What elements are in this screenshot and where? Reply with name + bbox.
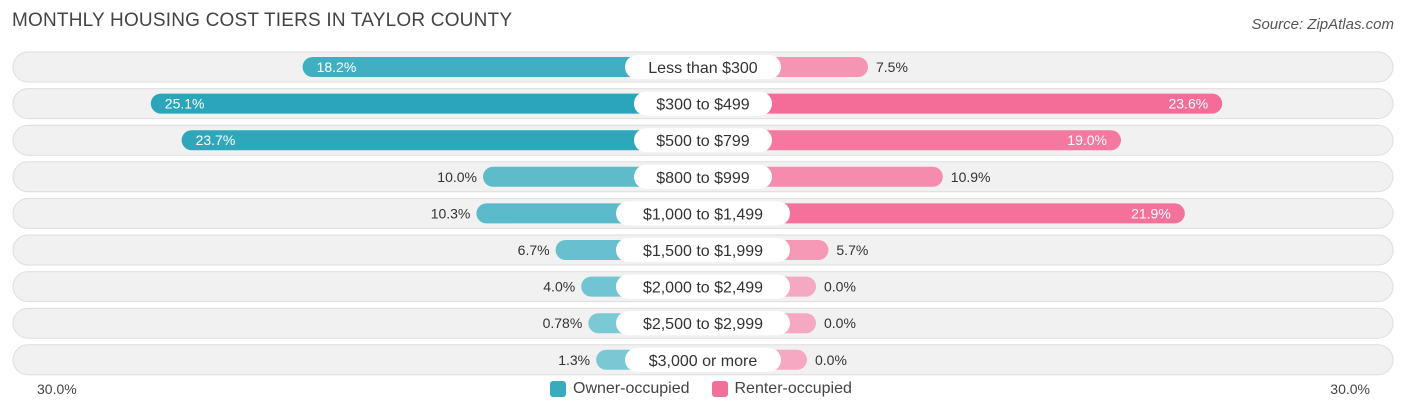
category-pill: [625, 347, 781, 372]
category-pill: [634, 128, 772, 153]
category-pill: [616, 201, 790, 226]
category-label: $500 to $799: [656, 133, 750, 150]
legend-label-renter: Renter-occupied: [734, 380, 852, 397]
legend-item-owner: Owner-occupied: [550, 380, 690, 398]
owner-value-label: 6.7%: [518, 242, 550, 258]
renter-bar: [703, 203, 1185, 224]
renter-value-label: 21.9%: [1131, 205, 1171, 221]
axis-right-label: 30.0%: [1330, 381, 1370, 397]
category-pill: [616, 238, 790, 262]
owner-value-label: 18.2%: [317, 59, 357, 75]
renter-bar: [703, 130, 1121, 151]
category-label: $800 to $999: [656, 170, 750, 187]
owner-value-label: 10.0%: [437, 169, 477, 185]
owner-bar: [302, 57, 703, 77]
category-label: $3,000 or more: [649, 353, 758, 370]
category-pill: [634, 91, 772, 116]
chart-title: MONTHLY HOUSING COST TIERS IN TAYLOR COU…: [12, 10, 513, 31]
category-label: $1,000 to $1,499: [643, 206, 763, 223]
renter-bar: [703, 93, 1223, 114]
renter-value-label: 0.0%: [815, 352, 847, 368]
legend: Owner-occupied Renter-occupied: [550, 380, 852, 398]
renter-value-label: 5.7%: [836, 242, 868, 258]
owner-value-label: 0.78%: [543, 315, 583, 331]
legend-item-renter: Renter-occupied: [711, 380, 852, 398]
owner-bar: [181, 130, 704, 151]
category-label: Less than $300: [648, 60, 758, 77]
category-pill: [625, 55, 781, 79]
owner-value-label: 25.1%: [165, 96, 205, 112]
category-label: $2,500 to $2,999: [643, 316, 763, 333]
legend-label-owner: Owner-occupied: [573, 380, 690, 397]
category-label: $300 to $499: [656, 97, 750, 114]
category-label: $2,000 to $2,499: [643, 280, 763, 297]
owner-swatch: [550, 381, 566, 397]
category-pill: [634, 164, 772, 189]
category-pill: [616, 274, 790, 299]
axis-left-label: 30.0%: [37, 381, 77, 397]
owner-bar: [150, 93, 704, 114]
renter-value-label: 7.5%: [876, 59, 908, 75]
category-label: $1,500 to $1,999: [643, 243, 763, 260]
owner-value-label: 1.3%: [558, 352, 590, 368]
renter-swatch: [711, 381, 728, 397]
renter-value-label: 19.0%: [1067, 132, 1107, 148]
renter-value-label: 0.0%: [824, 315, 856, 331]
category-pill: [616, 311, 790, 336]
renter-value-label: 0.0%: [824, 279, 856, 295]
owner-value-label: 4.0%: [543, 279, 575, 295]
source-credit: Source: ZipAtlas.com: [1251, 16, 1394, 33]
owner-value-label: 10.3%: [431, 205, 471, 221]
renter-value-label: 10.9%: [951, 169, 991, 185]
renter-value-label: 23.6%: [1168, 96, 1208, 112]
owner-value-label: 23.7%: [196, 132, 236, 148]
